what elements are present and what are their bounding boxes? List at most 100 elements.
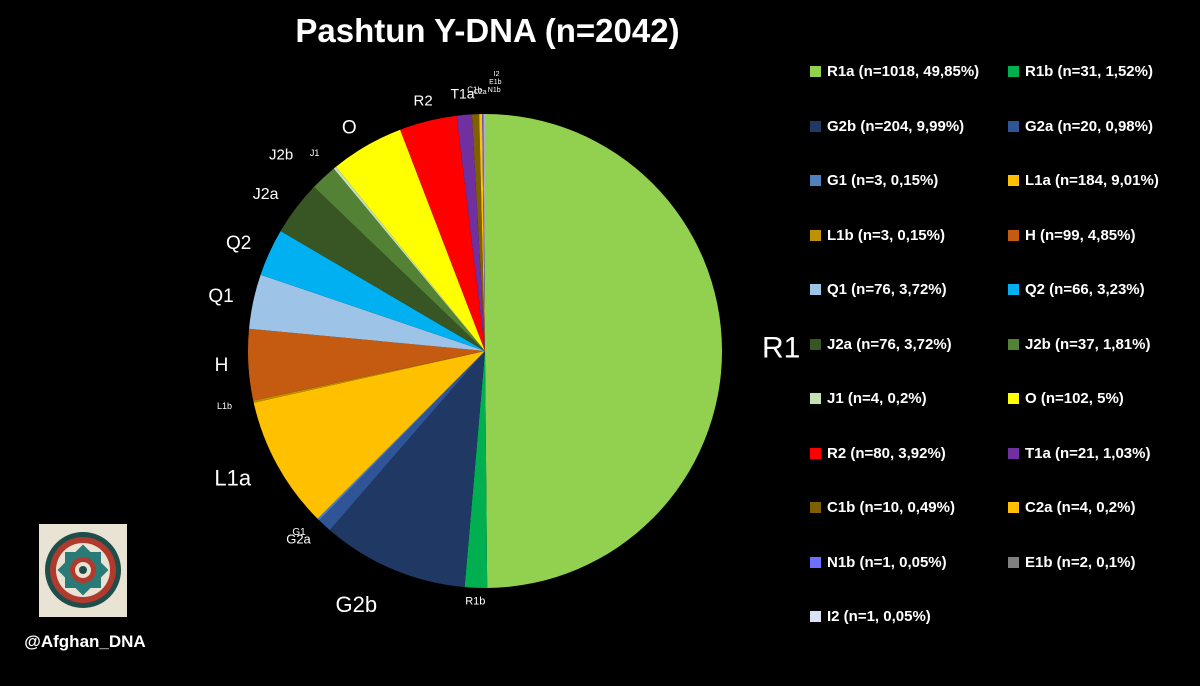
- legend-swatch: [810, 284, 821, 295]
- pie-slice-q2: [260, 231, 485, 351]
- pie-slice-j1: [333, 166, 485, 351]
- legend-label: N1b (n=1, 0,05%): [827, 553, 947, 571]
- pie-slice-g2b: [329, 351, 485, 588]
- legend-swatch: [810, 229, 821, 241]
- pie-label-n1b: N1b: [488, 87, 501, 94]
- legend-item-c1b: C1b (n=10, 0,49%): [810, 499, 955, 516]
- legend-swatch: [1008, 175, 1019, 186]
- legend-label: G1 (n=3, 0,15%): [827, 172, 939, 189]
- pie-label-l1a: L1a: [214, 466, 251, 491]
- pie-slice-j2b: [313, 168, 485, 351]
- pie-label-j2b: J2b: [269, 146, 293, 163]
- legend-item-g2a: G2a (n=20, 0,98%): [1008, 118, 1153, 135]
- legend-swatch: [810, 175, 821, 186]
- pie-slice-i2: [484, 113, 485, 351]
- pie-label-g1: G1: [292, 527, 306, 538]
- pie-label-r1a: R1a: [762, 332, 800, 365]
- legend-label: J2b (n=37, 1,81%): [1025, 335, 1151, 353]
- legend-swatch: [810, 120, 821, 132]
- legend-label: Q2 (n=66, 3,23%): [1025, 281, 1145, 298]
- pie-label-g2a: G2a: [286, 531, 311, 546]
- legend-item-r2: R2 (n=80, 3,92%): [810, 445, 946, 462]
- pie-slice-r1b: [464, 351, 488, 588]
- legend-label: C2a (n=4, 0,2%): [1025, 499, 1136, 516]
- pie-label-j1: J1: [310, 148, 320, 158]
- pie-label-l1b: L1b: [217, 401, 232, 411]
- pie-label-o: O: [342, 117, 357, 138]
- legend-swatch: [810, 447, 821, 459]
- pie-slice-l1a: [253, 351, 485, 519]
- legend-item-r1a: R1a (n=1018, 49,85%): [810, 63, 979, 80]
- legend-label: R1a (n=1018, 49,85%): [827, 63, 980, 80]
- legend-item-g1: G1 (n=3, 0,15%): [810, 172, 938, 189]
- pie-slice-r1a: [485, 114, 723, 588]
- legend-item-n1b: N1b (n=1, 0,05%): [810, 554, 947, 571]
- pie-label-q1: Q1: [208, 286, 233, 307]
- legend-item-q1: Q1 (n=76, 3,72%): [810, 281, 947, 298]
- legend-item-j1: J1 (n=4, 0,2%): [810, 390, 927, 407]
- pie-slice-g1: [317, 351, 485, 521]
- pie-slice-q1: [249, 274, 485, 351]
- legend-swatch: [1008, 393, 1019, 404]
- legend-item-e1b: E1b (n=2, 0,1%): [1008, 554, 1135, 571]
- legend-item-c2a: C2a (n=4, 0,2%): [1008, 499, 1135, 516]
- pie-slice-n1b: [482, 114, 485, 351]
- legend-label: T1a (n=21, 1,03%): [1025, 444, 1151, 462]
- legend-swatch: [1008, 66, 1019, 77]
- legend-label: C1b (n=10, 0,49%): [827, 499, 955, 516]
- legend-swatch: [1008, 556, 1019, 568]
- legend-item-r1b: R1b (n=31, 1,52%): [1008, 63, 1153, 80]
- pie-slice-o: [335, 129, 485, 351]
- legend-swatch: [810, 393, 821, 404]
- legend-label: G2a (n=20, 0,98%): [1025, 117, 1153, 135]
- legend-label: E1b (n=2, 0,1%): [1025, 553, 1136, 571]
- legend-item-l1a: L1a (n=184, 9,01%): [1008, 172, 1159, 189]
- pie-slice-c2a: [479, 114, 485, 352]
- pie-label-c1b: C1b: [467, 85, 482, 94]
- author-handle: @Afghan_DNA: [24, 632, 146, 651]
- legend-item-i2: I2 (n=1, 0,05%): [810, 608, 931, 625]
- pie-slice-l1b: [253, 351, 485, 403]
- chart-title: Pashtun Y-DNA (n=2042): [295, 12, 680, 49]
- pie-slice-r2: [400, 115, 485, 351]
- pie-label-r1b: R1b: [465, 596, 485, 608]
- legend-item-g2b: G2b (n=204, 9,99%): [810, 118, 964, 135]
- legend-swatch: [1008, 338, 1019, 350]
- legend-label: R2 (n=80, 3,92%): [827, 444, 946, 462]
- legend-item-o: O (n=102, 5%): [1008, 390, 1124, 407]
- legend-swatch: [1008, 229, 1019, 241]
- legend-label: L1b (n=3, 0,15%): [827, 226, 945, 244]
- legend-label: G2b (n=204, 9,99%): [827, 117, 965, 135]
- legend-item-q2: Q2 (n=66, 3,23%): [1008, 281, 1145, 298]
- legend-swatch: [810, 338, 821, 350]
- legend-swatch: [810, 611, 821, 622]
- logo: [39, 524, 127, 617]
- legend-swatch: [810, 66, 821, 77]
- legend-label: R1b (n=31, 1,52%): [1025, 63, 1153, 80]
- legend-label: J1 (n=4, 0,2%): [827, 390, 927, 407]
- legend-label: L1a (n=184, 9,01%): [1025, 172, 1159, 189]
- pie-label-q2: Q2: [226, 233, 251, 254]
- legend-item-t1a: T1a (n=21, 1,03%): [1008, 445, 1150, 462]
- pie-label-i2: I2: [494, 71, 500, 78]
- pie-slice-t1a: [456, 114, 485, 351]
- legend-label: H (n=99, 4,85%): [1025, 226, 1136, 244]
- pie-slices: [247, 113, 723, 588]
- pie-label-r2: R2: [414, 93, 433, 110]
- legend-item-j2b: J2b (n=37, 1,81%): [1008, 336, 1150, 353]
- legend-item-j2a: J2a (n=76, 3,72%): [810, 336, 952, 353]
- pie-slice-e1b: [482, 114, 485, 351]
- pie-slice-c1b: [471, 114, 485, 351]
- legend-item-l1b: L1b (n=3, 0,15%): [810, 227, 945, 244]
- legend-swatch: [1008, 284, 1019, 295]
- pie-label-c2a: C2a: [474, 89, 487, 96]
- legend-swatch: [810, 502, 821, 513]
- legend-label: O (n=102, 5%): [1025, 390, 1124, 407]
- pie-label-e1b: E1b: [489, 79, 502, 86]
- pie-slice-g2a: [319, 351, 485, 531]
- pie-label-j2a: J2a: [253, 186, 279, 203]
- pie-label-t1a: T1a: [450, 86, 474, 102]
- legend-label: I2 (n=1, 0,05%): [827, 608, 931, 625]
